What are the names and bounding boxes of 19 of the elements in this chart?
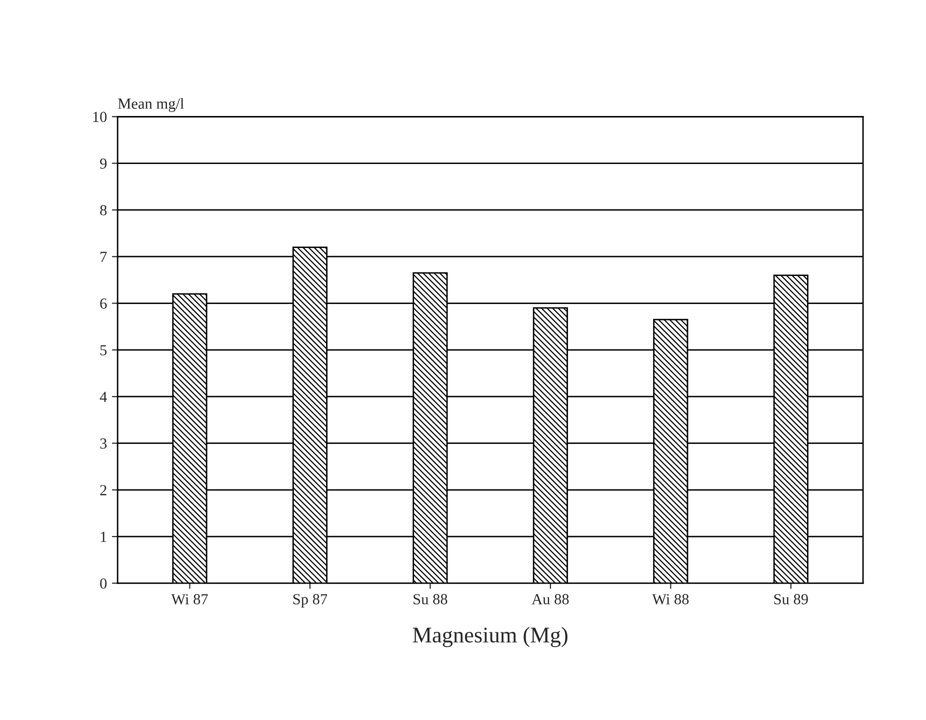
y-tick-label: 1 xyxy=(100,532,106,542)
x-tick-label: Wi 88 xyxy=(652,594,689,604)
y-tick-label: 2 xyxy=(100,485,106,496)
y-tick-label: 10 xyxy=(93,112,107,122)
x-tick-label: Su 88 xyxy=(414,594,448,604)
x-axis-title: Magnesium (Mg) xyxy=(412,626,568,648)
x-tick-label: Su 89 xyxy=(774,594,808,604)
y-tick-label: 5 xyxy=(100,345,107,356)
x-tick-label: Sp 87 xyxy=(293,594,328,608)
y-tick-label: 9 xyxy=(100,158,107,169)
y-tick-label: 6 xyxy=(100,298,107,309)
y-tick-label: 4 xyxy=(100,392,107,402)
y-tick-label: 3 xyxy=(100,438,107,449)
y-tick-label: 8 xyxy=(100,205,107,216)
x-tick-label: Au 88 xyxy=(532,594,569,604)
y-tick-label: 0 xyxy=(100,578,107,589)
y-tick-label: 7 xyxy=(100,252,107,262)
x-tick-label: Wi 87 xyxy=(171,594,208,604)
y-axis-title: Mean mg/l xyxy=(118,98,184,112)
